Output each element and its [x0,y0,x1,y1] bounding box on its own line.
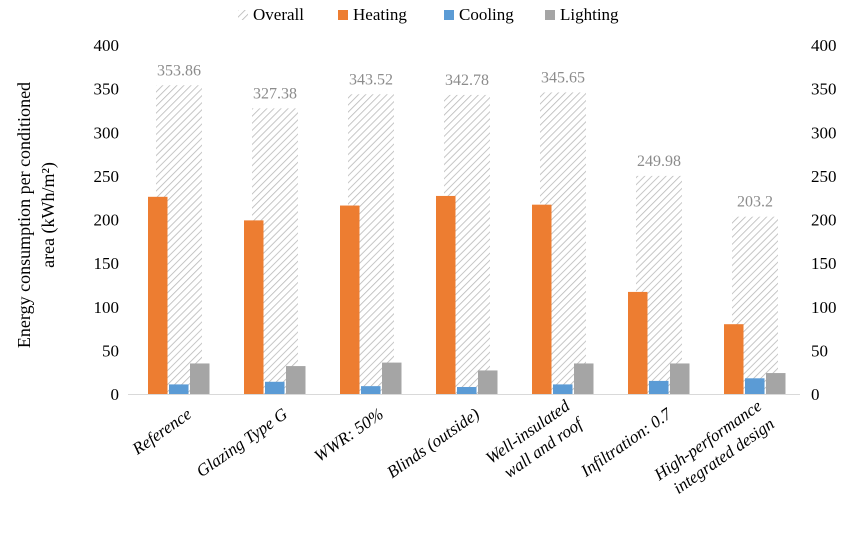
y-tick-right-7: 350 [811,80,837,99]
bar-cooling-4 [553,384,573,394]
data-label-overall-1: 327.38 [253,85,297,102]
y-tick-left-0: 0 [111,385,120,404]
bar-heating-5 [628,291,648,394]
y-axis-right: 0 50 100 150 200 250 300 350 400 [811,36,837,404]
y-tick-left-7: 350 [94,80,120,99]
legend-label-overall: Overall [253,5,304,24]
y-axis-label-line-0: Energy consumption per conditioned [14,82,34,348]
x-tick-label-line: WWR: 50% [311,404,387,465]
bar-lighting-5 [670,363,690,394]
y-tick-left-3: 150 [94,254,120,273]
bar-cooling-0 [169,384,189,394]
legend-label-lighting: Lighting [560,5,619,24]
bar-heating-4 [532,204,552,394]
x-tick-label-2: WWR: 50% [311,404,387,465]
x-tick-label-3: Blinds (outside) [383,404,483,482]
x-tick-label-line: Reference [128,404,195,459]
legend-label-cooling: Cooling [459,5,514,24]
y-tick-right-6: 300 [811,123,837,142]
y-axis-left: 0 50 100 150 200 250 300 350 400 [94,36,120,404]
bar-heating-1 [244,220,264,394]
y-tick-left-1: 50 [102,341,119,360]
y-tick-left-6: 300 [94,123,120,142]
data-label-overall-5: 249.98 [637,153,681,170]
x-tick-label-line: Blinds (outside) [383,404,483,482]
bar-cooling-1 [265,381,285,394]
data-label-overall-0: 353.86 [157,62,201,79]
y-tick-right-3: 150 [811,254,837,273]
bar-lighting-1 [286,366,306,394]
legend: Overall Heating Cooling Lighting [238,5,619,24]
data-label-overall-4: 345.65 [541,69,585,86]
legend-swatch-cooling [444,10,454,20]
bar-lighting-4 [574,363,594,394]
y-tick-left-2: 100 [94,298,120,317]
bar-heating-0 [148,196,168,394]
legend-swatch-overall [238,10,248,20]
bar-heating-6 [724,324,744,394]
y-axis-label: Energy consumption per conditioned area (… [14,82,59,348]
legend-label-heating: Heating [353,5,407,24]
bar-cooling-6 [745,378,765,394]
x-tick-label-line: Glazing Type G [193,404,291,481]
legend-swatch-lighting [545,10,555,20]
x-tick-label-1: Glazing Type G [193,404,291,481]
x-tick-label-4: Well-insulatedwall and roof [482,395,587,486]
y-tick-left-8: 400 [94,36,120,55]
bar-lighting-2 [382,362,402,394]
y-tick-left-4: 200 [94,211,120,230]
y-tick-right-4: 200 [811,211,837,230]
y-tick-right-0: 0 [811,385,820,404]
y-axis-label-line-1: area (kWh/m²) [38,162,59,268]
bar-heating-2 [340,205,360,394]
bar-lighting-0 [190,363,210,394]
bar-cooling-2 [361,386,381,394]
y-tick-right-5: 250 [811,167,837,186]
bar-cooling-3 [457,387,477,394]
data-label-overall-3: 342.78 [445,72,489,89]
bar-heating-3 [436,195,456,394]
y-tick-right-1: 50 [811,341,828,360]
y-tick-left-5: 250 [94,167,120,186]
bars: 353.86 327.38 343.52 342.78 345.65 249.98 203.… [148,62,786,395]
bar-lighting-6 [766,373,786,394]
y-tick-right-2: 100 [811,298,837,317]
data-label-overall-2: 343.52 [349,71,393,88]
legend-swatch-heating [338,10,348,20]
x-tick-label-0: Reference [128,404,195,459]
bar-cooling-5 [649,380,669,394]
bar-lighting-3 [478,370,498,394]
data-label-overall-6: 203.2 [737,194,773,211]
y-tick-right-8: 400 [811,36,837,55]
